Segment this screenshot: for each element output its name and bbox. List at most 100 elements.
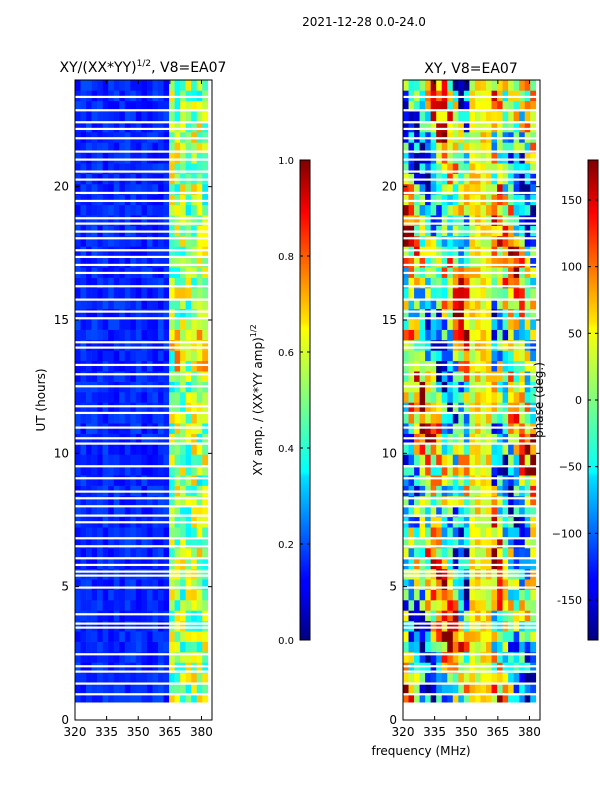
right-heatmap-cell	[524, 652, 531, 663]
left-heatmap-cell	[91, 246, 98, 258]
right-gap-stripe	[403, 385, 540, 388]
right-heatmap-cell	[447, 142, 454, 154]
left-heatmap-cell	[113, 288, 120, 299]
left-heatmap-cell	[185, 90, 192, 102]
right-heatmap-cell	[419, 652, 426, 663]
left-heatmap-cell	[169, 589, 175, 601]
left-heatmap-cell	[163, 693, 170, 705]
right-heatmap-cell	[485, 215, 492, 226]
left-heatmap-cell	[80, 256, 87, 268]
right-heatmap-cell	[452, 548, 459, 559]
right-heatmap-cell	[497, 90, 503, 102]
left-heatmap-cell	[97, 340, 103, 351]
left-heatmap-cell	[102, 506, 109, 518]
left-heatmap-cell	[135, 610, 142, 622]
left-heatmap-cell	[157, 256, 164, 268]
right-heatmap-cell	[452, 194, 459, 206]
left-ytick-label: 15	[54, 313, 69, 327]
left-heatmap-cell	[119, 350, 126, 362]
left-heatmap-cell	[180, 631, 186, 642]
left-heatmap-cell	[80, 631, 87, 642]
right-heatmap-cell	[458, 631, 465, 642]
right-heatmap-cell	[452, 80, 459, 91]
right-heatmap-cell	[408, 194, 415, 206]
left-heatmap-cell	[130, 392, 137, 403]
right-heatmap-cell	[403, 277, 409, 289]
left-heatmap-cell	[75, 620, 81, 632]
left-heatmap-cell	[135, 392, 142, 403]
left-heatmap-cell	[135, 371, 142, 382]
left-heatmap-cell	[80, 412, 87, 424]
right-heatmap-cell	[452, 236, 459, 247]
right-heatmap-cell	[474, 631, 481, 642]
right-heatmap-cell	[502, 121, 509, 133]
left-heatmap-cell	[80, 215, 87, 226]
right-heatmap-cell	[425, 152, 431, 164]
right-heatmap-cell	[485, 652, 492, 663]
right-heatmap-cell	[474, 194, 481, 206]
right-heatmap-cell	[441, 537, 448, 549]
right-heatmap-cell	[519, 194, 526, 206]
right-heatmap-cell	[491, 340, 498, 351]
right-heatmap-cell	[403, 100, 409, 112]
right-heatmap-cell	[524, 204, 531, 216]
right-heatmap-cell	[425, 579, 431, 590]
left-heatmap-cell	[86, 631, 92, 642]
right-heatmap-cell	[519, 152, 526, 164]
left-heatmap-cell	[130, 319, 137, 330]
left-heatmap-cell	[196, 558, 203, 570]
left-heatmap-cell	[135, 631, 142, 642]
right-heatmap-cell	[430, 537, 437, 549]
left-heatmap-cell	[86, 568, 92, 580]
left-heatmap-cell	[141, 194, 148, 206]
right-heatmap-cell	[469, 163, 476, 174]
left-heatmap-cell	[157, 204, 164, 216]
left-heatmap-cell	[157, 392, 164, 403]
right-heatmap-cell	[430, 662, 437, 674]
right-heatmap-cell	[491, 412, 498, 424]
left-heatmap-cell	[169, 308, 175, 320]
right-heatmap-cell	[502, 464, 509, 476]
right-heatmap-cell	[452, 610, 459, 622]
right-heatmap-cell	[508, 548, 514, 559]
right-heatmap-cell	[463, 80, 470, 91]
right-heatmap-cell	[474, 360, 481, 372]
right-heatmap-cell	[408, 412, 415, 424]
right-heatmap-cell	[419, 100, 426, 112]
left-heatmap-cell	[141, 329, 148, 341]
left-heatmap-cell	[169, 672, 175, 684]
left-heatmap-cell	[152, 215, 159, 226]
right-heatmap-cell	[485, 392, 492, 403]
right-heatmap-cell	[524, 163, 531, 174]
left-heatmap-cell	[108, 90, 115, 102]
right-heatmap-cell	[491, 308, 498, 320]
left-heatmap-cell	[130, 568, 137, 580]
right-heatmap-cell	[480, 610, 487, 622]
right-heatmap-cell	[480, 641, 487, 653]
right-heatmap-cell	[480, 371, 487, 382]
right-heatmap-cell	[491, 579, 498, 590]
right-heatmap-cell	[485, 277, 492, 289]
left-heatmap-cell	[108, 693, 115, 705]
right-heatmap-cell	[519, 464, 526, 476]
left-heatmap-cell	[75, 579, 81, 590]
left-heatmap-cell	[91, 527, 98, 538]
right-heatmap-cell	[508, 527, 514, 538]
right-heatmap-cell	[519, 319, 526, 330]
left-heatmap-cell	[157, 579, 164, 590]
right-heatmap-cell	[469, 506, 476, 518]
left-heatmap-cell	[180, 215, 186, 226]
right-heatmap-cell	[485, 340, 492, 351]
left-heatmap-cell	[202, 111, 209, 122]
right-heatmap-cell	[447, 475, 454, 486]
left-heatmap-cell	[185, 444, 192, 455]
left-heatmap-cell	[130, 475, 137, 486]
left-heatmap-cell	[185, 360, 192, 372]
left-gap-stripe	[75, 497, 212, 500]
right-heatmap-cell	[469, 121, 476, 133]
left-heatmap-cell	[119, 277, 126, 289]
left-heatmap-cell	[196, 371, 203, 382]
left-heatmap-cell	[163, 527, 170, 538]
left-heatmap-cell	[75, 371, 81, 382]
left-heatmap-cell	[180, 371, 186, 382]
